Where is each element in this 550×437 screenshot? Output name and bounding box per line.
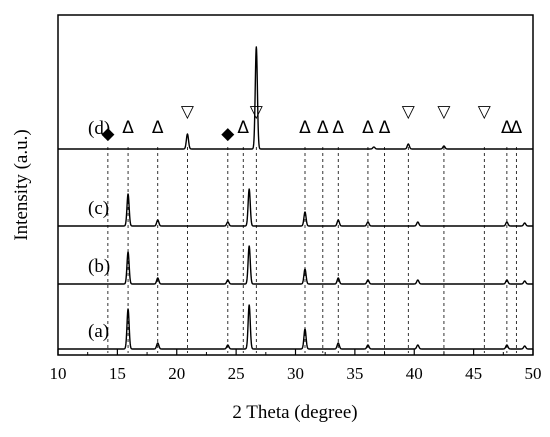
trace-c — [57, 188, 534, 227]
reference-lines — [107, 147, 517, 353]
series-label: (d) — [88, 118, 110, 139]
trace-b — [57, 245, 534, 285]
trace-a — [57, 304, 534, 350]
down-triangle-marker: ▽ — [181, 102, 195, 122]
down-triangle-marker: ▽ — [437, 102, 451, 122]
plot-frame — [57, 14, 534, 356]
up-triangle-marker: Δ — [152, 118, 164, 138]
diffraction-traces — [57, 46, 534, 350]
x-tick-label: 35 — [346, 364, 363, 383]
y-axis-title: Intensity (a.u.) — [11, 129, 32, 240]
x-tick-label: 15 — [109, 364, 126, 383]
up-triangle-marker: Δ — [511, 118, 523, 138]
up-triangle-marker: Δ — [379, 118, 391, 138]
x-axis-ticks: 10 15 20 25 30 35 40 45 50 — [50, 349, 542, 383]
down-triangle-marker: ▽ — [478, 102, 492, 122]
diamond-marker: ◆ — [221, 124, 235, 144]
x-tick-label: 30 — [287, 364, 304, 383]
x-axis-title: 2 Theta (degree) — [232, 402, 357, 423]
up-triangle-marker: Δ — [332, 118, 344, 138]
peak-markers: ◆ Δ Δ▽◆ Δ▽Δ Δ Δ Δ Δ▽ ▽ ▽ΔΔ — [101, 102, 522, 144]
x-tick-label: 20 — [168, 364, 185, 383]
up-triangle-marker: Δ — [237, 118, 249, 138]
x-tick-label: 50 — [525, 364, 542, 383]
series-label: (b) — [88, 256, 110, 277]
x-tick-label: 40 — [406, 364, 423, 383]
up-triangle-marker: Δ — [299, 118, 311, 138]
series-label: (a) — [88, 321, 109, 342]
x-tick-label: 45 — [465, 364, 482, 383]
trace-d — [57, 46, 534, 150]
x-tick-label: 10 — [50, 364, 67, 383]
x-tick-label: 25 — [228, 364, 245, 383]
up-triangle-marker: Δ — [317, 118, 329, 138]
series-label: (c) — [88, 198, 109, 219]
down-triangle-marker: ▽ — [250, 102, 264, 122]
up-triangle-marker: Δ — [122, 118, 134, 138]
series-labels: (a) (b) (c) (d) — [88, 118, 110, 342]
down-triangle-marker: ▽ — [402, 102, 416, 122]
up-triangle-marker: Δ — [501, 118, 513, 138]
up-triangle-marker: Δ — [362, 118, 374, 138]
diamond-marker: ◆ — [101, 124, 115, 144]
